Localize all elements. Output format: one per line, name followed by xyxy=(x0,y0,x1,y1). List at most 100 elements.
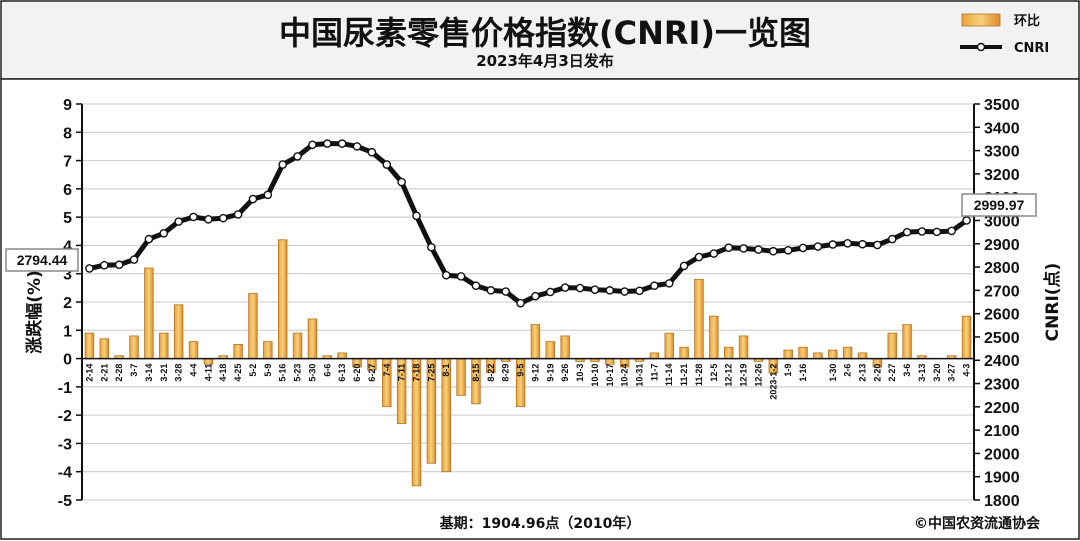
x-tick-label: 11-7 xyxy=(649,364,659,382)
y-right-tick-label: 2800 xyxy=(984,260,1020,277)
x-tick-label: 1-9 xyxy=(783,364,793,377)
cnri-point-2-13 xyxy=(858,239,867,249)
bar-3-14 xyxy=(144,267,154,359)
x-tick-label: 3-27 xyxy=(947,364,957,382)
y-right-tick-label: 2200 xyxy=(984,400,1020,417)
cnri-point-6-27 xyxy=(367,147,377,157)
x-tick-label: 4-4 xyxy=(189,364,199,377)
y-right-tick-label: 2700 xyxy=(984,283,1020,300)
x-tick-label: 5-9 xyxy=(263,364,273,377)
x-tick-label: 3-28 xyxy=(174,364,184,382)
cnri-point-9-12 xyxy=(531,291,540,301)
x-tick-label: 2023-1-2 xyxy=(768,364,778,400)
x-tick-label: 10-17 xyxy=(605,364,615,387)
cnri-point-11-7 xyxy=(650,281,659,290)
bar-5-16 xyxy=(277,239,288,359)
x-tick-label: 9-5 xyxy=(516,364,526,377)
bar-3-7 xyxy=(129,335,139,359)
cnri-point-4-18 xyxy=(218,213,228,223)
x-tick-label: 5-23 xyxy=(293,364,303,382)
cnri-point-2-14 xyxy=(85,264,94,273)
left-axis-title: 涨跌幅(%) xyxy=(24,270,45,354)
y-left-tick-label: 0 xyxy=(63,352,72,369)
cnri-point-2023-1-2 xyxy=(769,246,778,256)
cnri-point-5-30 xyxy=(308,140,317,150)
bar-12-12 xyxy=(723,346,734,359)
bar-11-7 xyxy=(649,352,660,359)
y-right-tick-label: 2600 xyxy=(984,307,1020,324)
cnri-point-9-5 xyxy=(516,298,525,308)
bar-8-8 xyxy=(456,358,466,396)
header-band xyxy=(0,0,1080,80)
x-tick-label: 4-3 xyxy=(962,364,972,377)
cnri-point-3-27 xyxy=(947,226,957,236)
x-tick-label: 8-1 xyxy=(441,364,451,377)
right-axis-title: CNRI(点) xyxy=(1042,263,1063,342)
cnri-point-8-15 xyxy=(471,281,481,290)
bar-12-19 xyxy=(738,335,749,359)
x-tick-label: 12-19 xyxy=(739,364,749,387)
x-tick-label: 3-21 xyxy=(159,364,169,382)
cnri-point-7-25 xyxy=(427,242,436,252)
legend-label-bar: 环比 xyxy=(1014,13,1040,29)
cnri-point-3-6 xyxy=(902,227,912,237)
x-tick-label: 10-3 xyxy=(575,364,585,382)
y-right-tick-label: 2500 xyxy=(984,330,1020,347)
bar-5-9 xyxy=(263,341,273,359)
cnri-point-4-3 xyxy=(962,216,971,225)
bar-4-25 xyxy=(233,344,243,359)
cnri-point-2-28 xyxy=(114,260,124,270)
callout-start-box xyxy=(5,248,79,272)
x-tick-label: 7-11 xyxy=(397,364,407,382)
cnri-point-11-21 xyxy=(679,261,689,271)
x-tick-label: 5-2 xyxy=(248,364,258,377)
x-tick-label: 11-21 xyxy=(679,364,689,387)
cnri-point-7-11 xyxy=(397,177,406,187)
bar-5-23 xyxy=(292,332,303,359)
cnri-point-7-4 xyxy=(382,160,392,169)
x-tick-label: 11-14 xyxy=(664,364,674,387)
callout-start: 2794.44 xyxy=(5,248,79,272)
cnri-series xyxy=(85,139,971,308)
x-tick-label: 6-13 xyxy=(337,364,347,382)
callout-end-label: 2999.97 xyxy=(974,197,1025,213)
chart-title: 中国尿素零售价格指数(CNRI)一览图 xyxy=(279,14,811,52)
y-left-tick-label: 6 xyxy=(63,182,72,199)
x-tick-label: 3-20 xyxy=(932,364,942,382)
cnri-point-6-20 xyxy=(352,142,362,151)
x-tick-label: 7-4 xyxy=(382,364,392,377)
x-tick-label: 2-28 xyxy=(114,364,124,382)
cnri-point-11-14 xyxy=(664,279,674,288)
x-tick-label: 1-30 xyxy=(828,364,838,382)
cnri-point-7-18 xyxy=(412,211,421,221)
x-tick-label: 5-30 xyxy=(307,364,317,382)
bar-5-30 xyxy=(307,318,318,359)
bar-4-4 xyxy=(188,341,199,359)
y-left-tick-label: 9 xyxy=(63,97,72,114)
y-left-tick-label: 3 xyxy=(63,267,72,284)
x-tick-label: 12-5 xyxy=(709,364,719,382)
cnri-point-1-9 xyxy=(783,245,793,255)
y-right-tick-label: 2900 xyxy=(984,237,1020,254)
cnri-point-8-29 xyxy=(501,287,511,296)
x-tick-label: 4-11 xyxy=(203,364,213,382)
x-tick-label: 6-6 xyxy=(322,364,332,377)
x-tick-label: 4-18 xyxy=(218,364,228,382)
bar-12-5 xyxy=(709,315,719,359)
y-right-tick-label: 1900 xyxy=(984,470,1020,487)
bar-11-14 xyxy=(664,332,674,359)
x-tick-label: 6-20 xyxy=(352,364,362,382)
cnri-point-10-24 xyxy=(620,287,629,296)
cnri-point-10-31 xyxy=(635,286,644,296)
y-right-tick-label: 3500 xyxy=(984,97,1020,114)
x-tick-label: 2-13 xyxy=(858,364,868,382)
cnri-point-2-20 xyxy=(873,240,882,250)
cnri-point-4-11 xyxy=(204,215,213,224)
cnri-point-6-6 xyxy=(322,139,332,148)
footer-copyright: ©中国农资流通协会 xyxy=(914,515,1041,532)
cnri-point-3-7 xyxy=(129,255,139,264)
y-left-tick-label: -4 xyxy=(58,465,72,482)
cnri-point-3-28 xyxy=(174,217,183,226)
bar-4-3 xyxy=(961,315,972,359)
legend-line-marker xyxy=(976,42,986,52)
